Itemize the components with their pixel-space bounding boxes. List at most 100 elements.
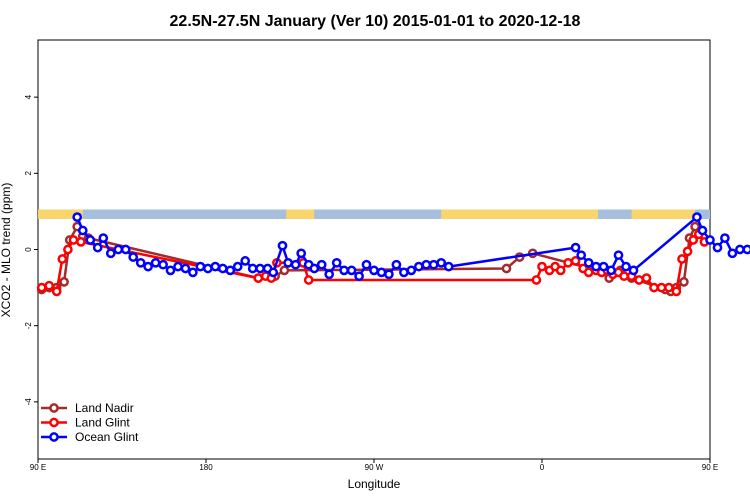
point-ocean-glint-30 bbox=[290, 259, 301, 270]
point-ocean-glint-65 bbox=[720, 233, 730, 243]
point-land-glint-30 bbox=[641, 273, 652, 283]
point-land-glint-37 bbox=[688, 235, 699, 245]
point-land-glint-36 bbox=[682, 246, 693, 257]
x-tick-label-2: 90 W bbox=[365, 463, 384, 472]
point-ocean-glint-62 bbox=[697, 225, 708, 236]
point-ocean-glint-13 bbox=[165, 265, 176, 276]
point-ocean-glint-33 bbox=[309, 263, 320, 274]
point-ocean-glint-27 bbox=[268, 267, 279, 278]
point-ocean-glint-22 bbox=[232, 261, 243, 272]
y-tick-label-3: 2 bbox=[24, 171, 33, 176]
point-ocean-glint-1 bbox=[77, 225, 88, 236]
point-ocean-glint-3 bbox=[92, 242, 103, 253]
point-ocean-glint-61 bbox=[692, 212, 702, 222]
point-ocean-glint-24 bbox=[247, 263, 258, 274]
point-land-glint-29 bbox=[634, 275, 644, 285]
series-ocean-glint bbox=[72, 212, 750, 282]
point-land-glint-12 bbox=[303, 275, 314, 285]
point-land-glint-19 bbox=[570, 256, 581, 266]
axes: 90 E 180 90 W 0 90 E -4 -2 0 2 4 bbox=[24, 94, 718, 472]
y-tick-label-0: -4 bbox=[24, 398, 33, 406]
point-ocean-glint-0 bbox=[72, 212, 83, 222]
point-land-nadir-3 bbox=[59, 277, 69, 287]
point-land-glint-3 bbox=[57, 254, 68, 264]
point-ocean-glint-48 bbox=[421, 259, 432, 270]
point-ocean-glint-6 bbox=[113, 244, 124, 255]
legend-label-ocean-glint: Ocean Glint bbox=[75, 430, 139, 444]
y-tick-label-2: 0 bbox=[24, 247, 33, 252]
point-ocean-glint-58 bbox=[613, 250, 624, 261]
point-ocean-glint-28 bbox=[277, 240, 288, 251]
point-ocean-glint-20 bbox=[217, 263, 228, 274]
point-land-glint-32 bbox=[656, 282, 667, 293]
point-ocean-glint-18 bbox=[203, 263, 213, 274]
y-tick-label-4: 4 bbox=[24, 94, 33, 99]
point-ocean-glint-67 bbox=[735, 244, 745, 255]
point-ocean-glint-57 bbox=[606, 265, 616, 276]
point-ocean-glint-36 bbox=[331, 257, 342, 268]
point-ocean-glint-66 bbox=[727, 248, 738, 259]
chart-title: 22.5N-27.5N January (Ver 10) 2015-01-01 … bbox=[170, 13, 581, 30]
series-group bbox=[36, 212, 750, 297]
point-ocean-glint-2 bbox=[85, 235, 96, 245]
point-ocean-glint-19 bbox=[210, 261, 221, 272]
point-ocean-glint-59 bbox=[621, 261, 631, 272]
point-land-glint-27 bbox=[619, 271, 629, 282]
point-ocean-glint-17 bbox=[195, 261, 206, 272]
point-land-glint-6 bbox=[76, 237, 86, 247]
point-ocean-glint-9 bbox=[135, 257, 146, 268]
point-ocean-glint-4 bbox=[98, 233, 109, 243]
point-ocean-glint-35 bbox=[324, 269, 335, 280]
point-land-glint-4 bbox=[63, 244, 73, 255]
point-ocean-glint-49 bbox=[428, 259, 439, 270]
point-ocean-glint-68 bbox=[742, 244, 750, 255]
point-ocean-glint-52 bbox=[570, 242, 581, 253]
legend-label-land-glint: Land Glint bbox=[75, 416, 130, 430]
point-ocean-glint-15 bbox=[180, 263, 191, 274]
point-land-nadir-22 bbox=[679, 277, 689, 287]
point-ocean-glint-56 bbox=[598, 261, 609, 272]
point-ocean-glint-10 bbox=[143, 261, 153, 272]
point-ocean-glint-38 bbox=[346, 265, 357, 276]
point-ocean-glint-46 bbox=[406, 265, 417, 276]
point-land-glint-13 bbox=[531, 275, 542, 285]
point-ocean-glint-5 bbox=[105, 248, 116, 259]
point-ocean-glint-55 bbox=[591, 261, 601, 272]
point-ocean-glint-64 bbox=[712, 242, 723, 253]
point-ocean-glint-7 bbox=[120, 244, 131, 255]
point-land-glint-0 bbox=[36, 282, 47, 293]
point-ocean-glint-45 bbox=[399, 267, 409, 278]
legend-marker-ocean-glint bbox=[49, 432, 59, 442]
point-ocean-glint-51 bbox=[443, 261, 454, 272]
point-ocean-glint-53 bbox=[576, 250, 587, 261]
point-land-glint-31 bbox=[649, 282, 659, 293]
x-tick-label-1: 180 bbox=[199, 463, 213, 472]
land-segment-0 bbox=[38, 209, 83, 220]
y-axis-label: XCO2 - MLO trend (ppm) bbox=[0, 183, 13, 318]
point-land-glint-14 bbox=[537, 261, 547, 272]
legend-label-land-nadir: Land Nadir bbox=[75, 401, 134, 415]
point-land-glint-35 bbox=[677, 254, 687, 264]
land-segment-3 bbox=[631, 209, 696, 220]
point-land-glint-5 bbox=[68, 235, 79, 245]
point-ocean-glint-37 bbox=[339, 265, 349, 276]
y-tick-label-1: -2 bbox=[24, 322, 33, 330]
point-ocean-glint-50 bbox=[436, 257, 447, 268]
point-ocean-glint-12 bbox=[158, 259, 168, 270]
point-land-nadir-11 bbox=[279, 265, 290, 276]
point-land-nadir-24 bbox=[690, 221, 700, 232]
point-land-glint-33 bbox=[664, 282, 674, 293]
point-ocean-glint-16 bbox=[188, 267, 198, 278]
point-land-glint-21 bbox=[583, 267, 594, 278]
point-land-glint-7 bbox=[253, 273, 264, 283]
point-ocean-glint-54 bbox=[583, 257, 594, 268]
point-ocean-glint-42 bbox=[376, 267, 387, 278]
point-land-glint-18 bbox=[563, 257, 573, 268]
land-segment-2 bbox=[441, 209, 598, 220]
point-land-glint-17 bbox=[555, 265, 566, 276]
ocean-band bbox=[38, 209, 710, 220]
x-axis-label: Longitude bbox=[348, 477, 401, 491]
point-ocean-glint-63 bbox=[705, 235, 715, 245]
